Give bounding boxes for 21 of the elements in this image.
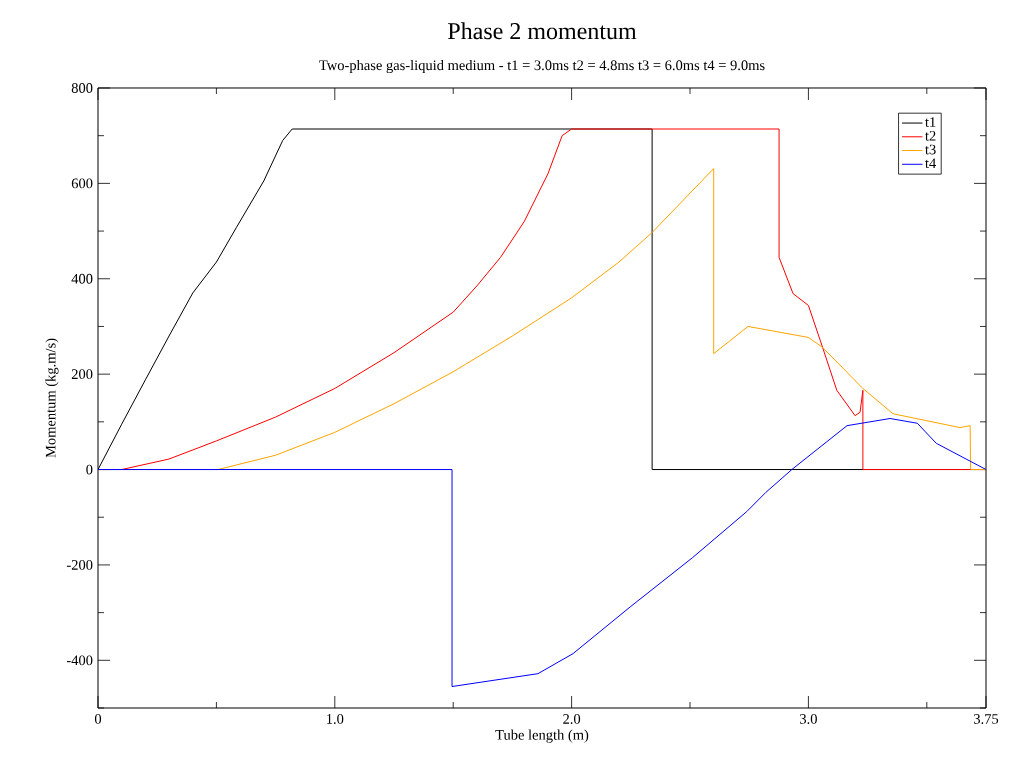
y-tick-label: 600 — [71, 178, 93, 189]
legend-label: t2 — [925, 130, 936, 141]
y-tick-label: 200 — [71, 369, 93, 380]
legend-label: t4 — [925, 158, 937, 169]
chart-title: Phase 2 momentum — [448, 22, 637, 40]
y-axis-title: Momentum (kg.m/s) — [45, 338, 59, 458]
y-tick-label: 800 — [71, 83, 93, 93]
y-tick-label: 400 — [71, 273, 93, 284]
x-tick-label: 2.0 — [563, 714, 581, 724]
y-tick-label: 0 — [86, 464, 93, 475]
x-tick-label: 3.75 — [974, 714, 999, 724]
chart-subtitle: Two-phase gas-liquid medium - t1 = 3.0ms t2 = 4.8ms t3 = 6.0ms t4 = 9.0ms — [319, 59, 765, 74]
line-series — [98, 418, 987, 688]
x-tick-label: 3.0 — [800, 714, 817, 724]
x-tick-label: 1.0 — [327, 714, 344, 724]
x-tick-label: 0 — [94, 714, 102, 724]
y-tick-label: -400 — [66, 655, 93, 666]
legend-label: t1 — [925, 117, 936, 127]
x-axis-title: Tube length (m) — [495, 729, 589, 743]
y-tick-label: -200 — [66, 560, 93, 570]
legend-label: t3 — [925, 144, 936, 155]
